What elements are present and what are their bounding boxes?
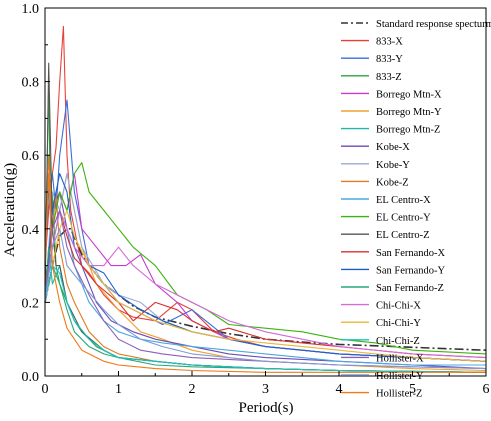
y-tick-label: 1.0 [22,2,40,17]
legend-label-10: EL Centro-X [376,195,431,206]
legend-label-8: Kobe-Y [376,160,410,171]
series-line-16 [44,209,487,359]
y-tick-label: 0.8 [22,76,40,91]
y-tick-label: 0.6 [22,149,40,164]
x-axis-title: Period(s) [239,400,294,416]
legend-label-5: Borrego Mtn-Y [376,107,442,118]
legend-label-3: 833-Z [376,72,402,83]
legend-label-18: Chi-Chi-Z [376,336,420,347]
legend-label-17: Chi-Chi-Y [376,318,421,329]
axes-layer: 0 1 2 3 4 5 6 0.0 0.2 0.4 0.6 0.8 1.0 [22,2,490,397]
legend-label-1: 833-X [376,37,403,48]
series-line-14 [44,173,487,362]
y-tick-label: 0.0 [22,370,40,385]
series-line-18 [44,265,487,373]
legend-label-12: EL Centro-Z [376,230,430,241]
x-tick-label: 1 [115,382,122,397]
y-tick-label: 0.2 [22,296,40,311]
legend-label-15: San Fernando-Z [376,283,444,294]
legend-label-14: San Fernando-Y [376,265,446,276]
x-tick-label: 5 [409,382,416,397]
x-tick-label: 2 [189,382,196,397]
x-tick-label: 4 [336,382,343,397]
legend: Standard response specturm 833-X 833-Y 833-… [341,19,491,400]
legend-label-2: 833-Y [376,54,403,65]
legend-label-11: EL Centro-Y [376,213,431,224]
x-tick-label: 6 [483,382,490,397]
legend-label-21: Hollister-Z [376,389,422,400]
series-layer [44,25,487,373]
legend-label-7: Kobe-X [376,142,410,153]
y-tick-label: 0.4 [22,223,40,238]
series-line-20 [44,228,487,370]
legend-label-6: Borrego Mtn-Z [376,125,440,136]
series-line-11 [44,162,487,355]
legend-label-19: Hollister-X [376,353,424,364]
y-axis-title: Acceleration(g) [2,163,18,257]
legend-label-9: Kobe-Z [376,177,409,188]
x-tick-label: 3 [262,382,269,397]
legend-label-16: Chi-Chi-X [376,301,421,312]
series-line-21 [44,173,486,373]
legend-label-20: Hollister-Y [376,371,424,382]
series-line-13 [44,209,487,359]
x-tick-label: 0 [42,382,49,397]
legend-label-13: San Fernando-X [376,248,446,259]
legend-label-4: Borrego Mtn-X [376,89,442,100]
legend-label-0: Standard response specturm [376,19,491,30]
